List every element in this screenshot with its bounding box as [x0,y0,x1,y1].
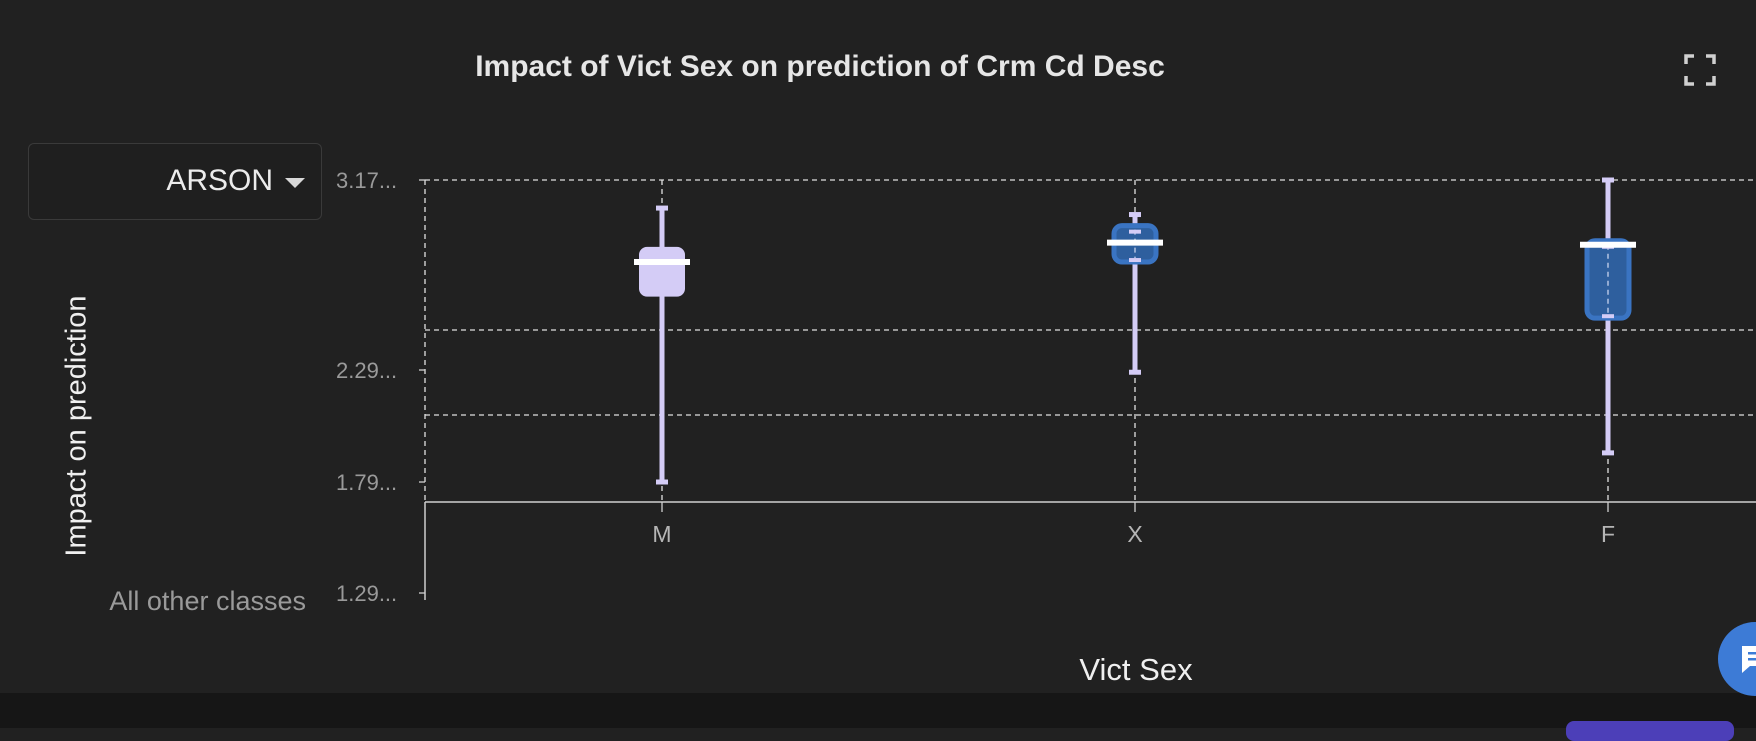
box-f [1584,238,1632,321]
footer-bar [0,693,1756,728]
y-tick-label: 1.29... [336,581,397,606]
other-classes-label: All other classes [109,586,306,616]
x-axis-title: Vict Sex [1079,652,1193,687]
box-plot: 3.17... 2.29... 1.79... 1.29... M X F [336,168,1756,606]
caret-down-icon [285,178,305,188]
box-m [639,246,685,297]
x-tick-label: F [1601,521,1615,547]
footer-action-button[interactable] [1566,721,1734,741]
x-tick-label: X [1127,521,1142,547]
chat-icon [1742,646,1756,673]
fullscreen-icon[interactable] [1684,54,1716,86]
chart-title: Impact of Vict Sex on prediction of Crm … [475,50,1165,83]
class-selector[interactable]: ARSON [28,143,322,220]
chart-panel [0,0,1756,693]
x-tick-label: M [652,521,671,547]
y-tick-label: 3.17... [336,168,397,193]
y-tick-label: 2.29... [336,358,397,383]
y-tick-label: 1.79... [336,470,397,495]
class-selector-value: ARSON [166,164,273,197]
